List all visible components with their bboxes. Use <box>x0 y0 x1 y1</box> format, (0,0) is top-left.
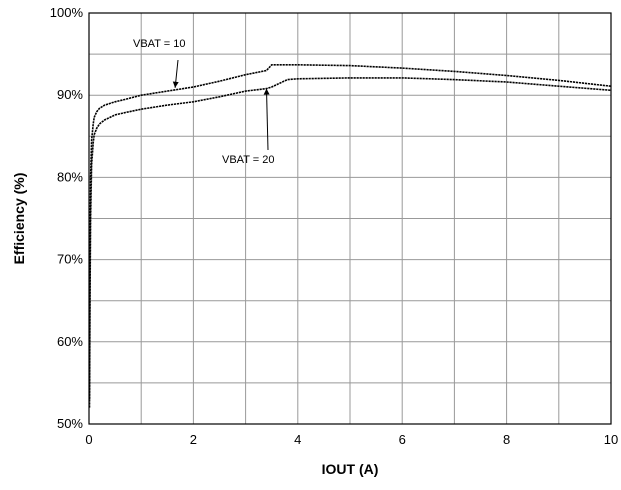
y-tick-label: 50% <box>57 416 83 431</box>
x-tick-label: 0 <box>85 432 92 447</box>
y-tick-labels: 50% 60% 70% 80% 90% 100% <box>50 5 84 431</box>
x-tick-label: 2 <box>190 432 197 447</box>
annotation-label: VBAT = 20 <box>222 154 275 166</box>
x-tick-label: 6 <box>399 432 406 447</box>
y-tick-label: 100% <box>50 5 84 20</box>
arrow-head-icon <box>172 81 179 88</box>
series-line-2 <box>88 77 612 408</box>
y-tick-label: 70% <box>57 252 83 267</box>
y-axis-title: Efficiency (%) <box>11 173 27 265</box>
x-tick-labels: 0 2 4 6 8 10 <box>85 432 618 447</box>
y-tick-label: 80% <box>57 169 83 184</box>
series-line-1 <box>88 64 612 400</box>
y-tick-label: 60% <box>57 334 83 349</box>
x-tick-label: 4 <box>294 432 301 447</box>
y-tick-label: 90% <box>57 87 83 102</box>
annotation-arrow <box>265 88 269 151</box>
annotations: VBAT = 10 VBAT = 20 <box>133 38 275 166</box>
x-tick-label: 10 <box>604 432 618 447</box>
x-tick-label: 8 <box>503 432 510 447</box>
plot-frame <box>88 12 612 425</box>
x-axis-title: IOUT (A) <box>322 461 379 477</box>
annotation-label: VBAT = 10 <box>133 38 186 50</box>
series-curves <box>88 64 612 408</box>
grid-lines <box>89 13 611 424</box>
arrow-head-icon <box>263 88 270 95</box>
